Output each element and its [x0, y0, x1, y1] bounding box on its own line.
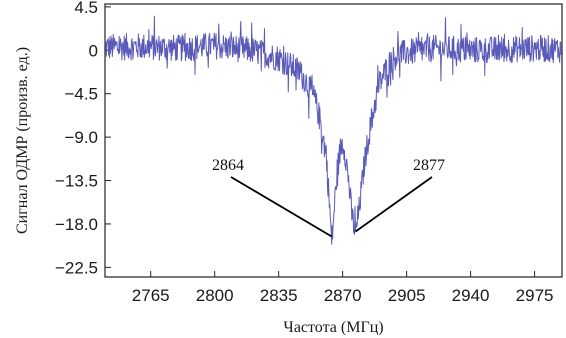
annotation-leader-line: [354, 176, 433, 233]
y-tick-label: 0: [89, 41, 98, 60]
annotations: 2864 2877: [212, 157, 445, 238]
annotation-label: 2877: [413, 157, 445, 174]
x-tick-label: 2975: [516, 286, 554, 305]
x-tick-label: 2800: [196, 286, 234, 305]
y-ticks: 4.5 0 −4.5 −9.0 −13.5 −18.0 −22.5: [55, 0, 111, 277]
x-ticks: 2765 2800 2835 2870 2905 2940 2975: [132, 271, 554, 305]
x-tick-label: 2870: [324, 286, 362, 305]
x-tick-label: 2835: [260, 286, 298, 305]
x-tick-label: 2765: [132, 286, 170, 305]
y-tick-label: 4.5: [74, 0, 98, 17]
y-tick-label: −13.5: [55, 172, 98, 191]
annotation-label: 2864: [212, 157, 244, 174]
y-tick-label: −9.0: [64, 128, 98, 147]
annotation-leader-line: [230, 176, 333, 238]
data-series: [104, 15, 563, 245]
y-tick-label: −18.0: [55, 215, 98, 234]
x-tick-label: 2940: [452, 286, 490, 305]
y-tick-label: −4.5: [64, 85, 98, 104]
y-axis-title: Сигнал ОДМР (произв. ед.): [14, 47, 31, 234]
odmr-signal-line: [104, 15, 563, 245]
y-tick-label: −22.5: [55, 258, 98, 277]
plot-frame: [104, 3, 563, 278]
x-axis-title: Частота (МГц): [283, 319, 383, 336]
x-tick-label: 2905: [388, 286, 426, 305]
